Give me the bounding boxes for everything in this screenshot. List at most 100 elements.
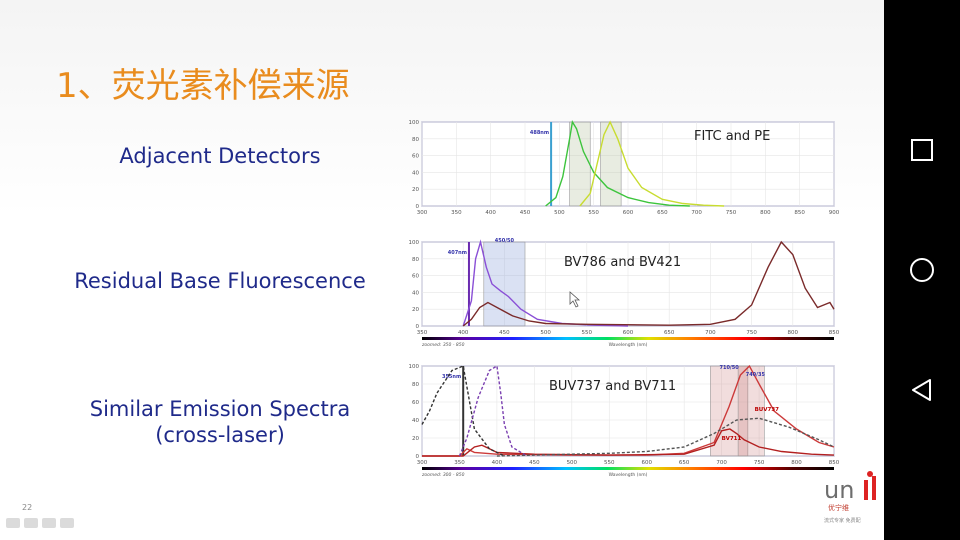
prev-slide-button[interactable] xyxy=(6,518,20,528)
y-tick-label: 20 xyxy=(412,187,419,193)
annotation-label: BV711 xyxy=(722,436,742,442)
x-tick-label: 550 xyxy=(604,460,615,466)
y-tick-label: 0 xyxy=(416,204,420,210)
x-tick-label: 350 xyxy=(451,210,462,216)
circle-icon xyxy=(910,258,934,282)
plot-buv737-bv711: 300 350 400 450 500 550 600 650 700 750 800 850 0 20 4… xyxy=(409,364,840,478)
back-button[interactable] xyxy=(902,370,942,410)
label-adjacent-detectors: Adjacent Detectors xyxy=(119,144,321,168)
logo-text: un xyxy=(824,476,854,504)
x-tick-label: 350 xyxy=(417,330,428,336)
x-tick-label: 450 xyxy=(529,460,540,466)
x-tick-label: 600 xyxy=(623,210,634,216)
pen-tool-button[interactable] xyxy=(24,518,38,528)
slide-title: 1、荧光素补偿来源 xyxy=(56,66,350,106)
spectrum-bar xyxy=(422,467,834,470)
filter-band xyxy=(483,241,526,327)
x-tick-label: 750 xyxy=(754,460,765,466)
y-tick-label: 60 xyxy=(412,400,419,406)
y-tick-label: 80 xyxy=(412,382,419,388)
filter-band xyxy=(737,365,765,457)
laser-label: 355nm xyxy=(442,374,461,380)
x-tick-label: 800 xyxy=(788,330,799,336)
x-tick-label: 700 xyxy=(705,330,716,336)
chart-title: BUV737 and BV711 xyxy=(549,379,676,394)
plot-fitc-pe: 300 350 400 450 500 550 600 650 700 750 800 850 900 0… xyxy=(409,120,840,216)
x-tick-label: 700 xyxy=(716,460,727,466)
home-button[interactable] xyxy=(902,250,942,290)
x-axis-label: Wavelength (nm) xyxy=(609,342,648,348)
x-tick-label: 750 xyxy=(726,210,737,216)
company-logo: un 优宁维 流式专家 免费配 xyxy=(824,471,876,524)
x-tick-label: 500 xyxy=(567,460,578,466)
slide: 1、荧光素补偿来源 Adjacent Detectors Residual Ba… xyxy=(0,0,884,540)
chart-title: FITC and PE xyxy=(694,129,770,144)
x-tick-label: 650 xyxy=(657,210,668,216)
series-line xyxy=(545,120,690,207)
x-tick-label: 600 xyxy=(623,330,634,336)
filter-label: 450/50 xyxy=(495,238,515,244)
x-tick-label: 850 xyxy=(829,460,840,466)
y-tick-label: 100 xyxy=(409,240,420,246)
x-tick-label: 850 xyxy=(794,210,805,216)
next-slide-button[interactable] xyxy=(60,518,74,528)
recent-apps-button[interactable] xyxy=(902,130,942,170)
laser-label: 407nm xyxy=(448,250,467,256)
chart-title: BV786 and BV421 xyxy=(564,255,681,270)
zoom-label: zoomed: 350 - 850 xyxy=(421,342,465,348)
label-residual-base-fluorescence: Residual Base Fluorescence xyxy=(74,269,366,293)
y-tick-label: 80 xyxy=(412,257,419,263)
series-line xyxy=(422,428,835,457)
page-number: 22 xyxy=(22,503,33,512)
x-tick-label: 300 xyxy=(417,210,428,216)
series-line xyxy=(462,240,835,327)
menu-button[interactable] xyxy=(42,518,56,528)
filter-band xyxy=(569,121,591,207)
x-tick-label: 300 xyxy=(417,460,428,466)
plot-area xyxy=(421,365,835,457)
y-tick-label: 60 xyxy=(412,154,419,160)
triangle-back-icon xyxy=(912,379,931,401)
x-tick-label: 650 xyxy=(679,460,690,466)
y-tick-label: 100 xyxy=(409,120,420,126)
y-tick-label: 100 xyxy=(409,364,420,370)
y-tick-label: 0 xyxy=(416,454,420,460)
y-tick-label: 0 xyxy=(416,324,420,330)
series-line xyxy=(422,364,835,457)
series-line xyxy=(579,120,725,207)
series-line xyxy=(496,417,835,457)
label-similar-line2: (cross-laser) xyxy=(155,423,285,447)
x-axis-label: Wavelength (nm) xyxy=(609,472,648,478)
y-tick-label: 40 xyxy=(412,290,419,296)
filter-label: 740/35 xyxy=(746,372,766,378)
y-tick-label: 40 xyxy=(412,418,419,424)
label-similar-emission-spectra: Similar Emission Spectra (cross-laser) xyxy=(50,396,390,448)
x-tick-label: 600 xyxy=(641,460,652,466)
android-navbar xyxy=(884,0,960,540)
y-tick-label: 80 xyxy=(412,137,419,143)
x-tick-label: 350 xyxy=(454,460,465,466)
square-icon xyxy=(911,139,933,161)
y-tick-label: 60 xyxy=(412,274,419,280)
x-tick-label: 900 xyxy=(829,210,840,216)
x-tick-label: 700 xyxy=(691,210,702,216)
y-tick-label: 20 xyxy=(412,436,419,442)
x-tick-label: 400 xyxy=(485,210,496,216)
annotation-label: BUV737 xyxy=(755,407,780,413)
y-tick-label: 40 xyxy=(412,170,419,176)
x-tick-label: 500 xyxy=(554,210,565,216)
mouse-cursor-icon xyxy=(569,291,581,308)
x-tick-label: 450 xyxy=(520,210,531,216)
zoom-label: zoomed: 300 - 850 xyxy=(421,472,465,478)
x-tick-label: 400 xyxy=(458,330,469,336)
laser-label: 488nm xyxy=(530,130,549,136)
x-tick-label: 800 xyxy=(760,210,771,216)
x-tick-label: 850 xyxy=(829,330,840,336)
slide-controls xyxy=(6,518,74,528)
spectrum-bar xyxy=(422,337,834,340)
label-similar-line1: Similar Emission Spectra xyxy=(89,397,351,421)
logo-subtext: 优宁维 xyxy=(828,503,849,512)
x-tick-label: 400 xyxy=(492,460,503,466)
x-tick-label: 500 xyxy=(540,330,551,336)
x-tick-label: 650 xyxy=(664,330,675,336)
